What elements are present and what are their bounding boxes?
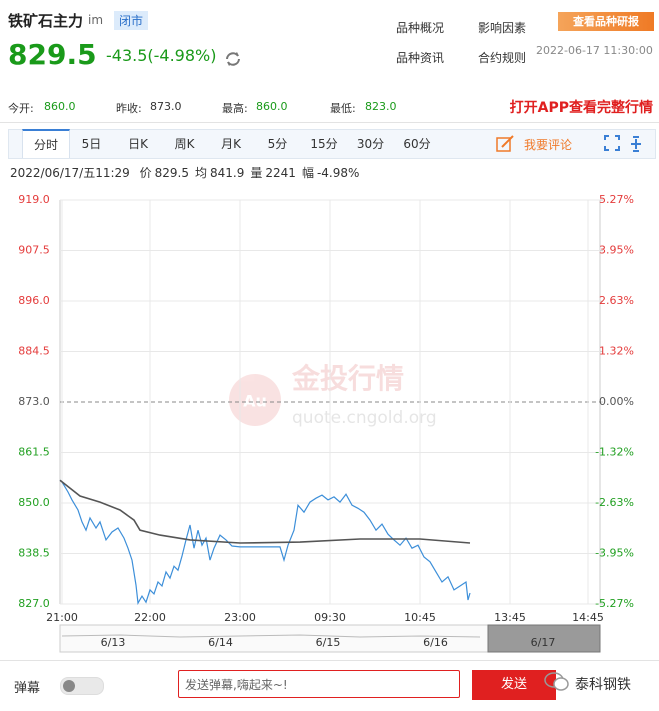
tab-bar [8,129,656,159]
stat-label: 最低: [330,102,356,115]
danmu-toggle[interactable] [60,677,104,695]
watermark: Au 金投行情 quote.cngold.org [229,362,437,428]
price-change: -43.5(-4.98%) [106,46,217,65]
y2-tick-label: 1.32% [599,344,634,357]
info-value: 829.5 [154,166,189,180]
series-line [59,479,471,605]
chart-tab[interactable]: 5日 [81,137,102,151]
navigator-date: 6/16 [423,636,448,649]
chart: Au 金投行情 quote.cngold.org 919.0 907.5 896.0 884… [18,193,634,653]
info-label: 量 [250,166,263,180]
x-tick-label: 22:00 [134,611,166,624]
navigator-trace [61,634,481,638]
y-tick-label: 907.5 [18,244,50,257]
chart-tab[interactable]: 日K [128,137,148,151]
last-price: 829.5 [8,38,97,71]
navigator-window [487,624,601,653]
y2-tick-label: -2.63% [595,496,634,509]
y-tick-label: 873.0 [18,395,50,408]
refresh-icon[interactable] [224,50,242,68]
y-tick-label: 827.0 [18,597,50,610]
info-label: 均 [195,166,208,180]
instrument-code: im [88,13,104,27]
account-name: 泰科钢铁 [575,677,631,693]
info-label: 价 [139,166,152,180]
watermark-title: 金投行情 [291,362,404,395]
y2-tick-label: 5.27% [599,193,634,206]
info-label: 幅 [301,166,314,180]
stat-value: 860.0 [256,100,288,113]
comment-icon[interactable] [496,135,516,153]
comment-link[interactable]: 我要评论 [524,138,573,152]
x-tick-label: 14:45 [572,611,604,624]
series-line [59,479,471,544]
quote-time: 2022-06-17 11:30:00 [536,44,653,57]
chart-tab[interactable]: 分时 [22,129,70,158]
chart-tab[interactable]: 5分 [267,137,288,151]
stat-label: 今开: [8,102,34,115]
divider [0,660,659,661]
divider [0,122,659,123]
chart-tab[interactable]: 周K [174,137,195,151]
watermark-logo [229,374,281,426]
y-tick-label: 919.0 [18,193,50,206]
y-tick-label: 884.5 [18,345,50,358]
market-status: 闭市 [114,11,149,30]
navigator-date: 6/15 [316,636,341,649]
chart-tab[interactable]: 月K [221,137,241,151]
x-tick-label: 23:00 [224,611,256,624]
chart-tab[interactable]: 15分 [310,137,338,151]
y-tick-label: 838.5 [18,547,50,560]
y-tick-label: 896.0 [18,294,50,307]
chart-tab[interactable]: 60分 [403,137,431,151]
y2-tick-label: 0.00% [599,395,634,408]
info-value: 841.9 [210,166,245,180]
y-tick-label: 861.5 [18,446,50,459]
navigator-date: 6/14 [208,636,233,649]
toolbar-icons[interactable] [604,135,648,153]
stat-label: 最高: [222,102,248,115]
stat-label: 昨收: [116,102,142,115]
stat-value: 873.0 [150,100,182,113]
info-value: 2241 [265,166,296,180]
send-button[interactable]: 发送 [472,670,556,700]
watermark-url: quote.cngold.org [292,408,437,428]
wechat-icon [544,672,569,691]
stat-value: 823.0 [365,100,397,113]
danmu-label: 弹幕 [14,681,41,696]
navigator-date: 6/13 [101,636,126,649]
y2-tick-label: 3.95% [599,244,634,257]
app-link[interactable]: 打开APP查看完整行情 [509,100,653,116]
y2-tick-label: -5.27% [595,597,634,610]
nav-link[interactable]: 品种概况 [396,21,445,35]
x-tick-label: 13:45 [494,611,526,624]
x-tick-label: 09:30 [314,611,346,624]
navigator-date: 6/17 [531,636,556,649]
toggle-knob [63,680,75,692]
watermark-logo-text: Au [243,392,267,411]
instrument-name: 铁矿石主力 [8,12,84,30]
y2-tick-label: 2.63% [599,294,634,307]
danmu-input[interactable]: 发送弹幕,嗨起来~! [178,670,460,698]
info-value: -4.98% [316,166,360,180]
nav-link[interactable]: 影响因素 [478,21,527,35]
y-tick-label: 850.0 [18,496,50,509]
nav-link[interactable]: 合约规则 [478,51,527,65]
info-line: 2022/06/17/五11:29 价 829.5 均 841.9 量 2241 幅 -4.9… [10,164,359,181]
y2-tick-label: -3.95% [595,546,634,559]
report-banner[interactable]: 查看品种研报 [558,12,654,31]
y2-tick-label: -1.32% [595,446,634,459]
x-tick-label: 10:45 [404,611,436,624]
info-time: 2022/06/17/五11:29 [10,166,130,180]
x-tick-label: 21:00 [46,611,78,624]
chart-tab[interactable]: 30分 [356,137,385,151]
nav-link[interactable]: 品种资讯 [396,51,445,65]
stat-value: 860.0 [44,100,76,113]
